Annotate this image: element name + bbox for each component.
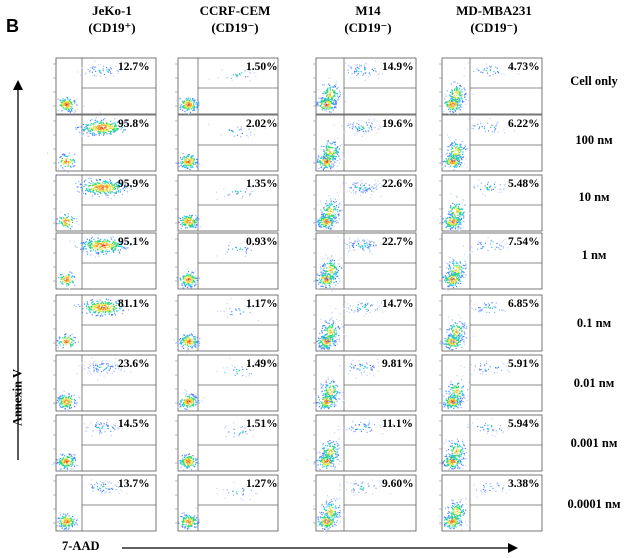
flow-plot-0-1: 95.8% [46,111,157,173]
flow-plot-2-2: 22.6% [313,174,417,232]
gate-percentage: 1.50% [246,61,278,73]
column-marker: (CD19⁻) [211,20,259,35]
gate-percentage: 22.7% [382,236,414,248]
flow-plot-0-3: 95.1% [53,232,157,290]
flow-plot-1-3: 0.93% [175,232,279,291]
gate-percentage: 1.51% [246,418,278,430]
gate-percentage: 23.6% [118,358,150,370]
flow-plot-2-0: 14.9% [313,57,417,115]
row-label-0-01nm: 0.01 nᴍ [573,376,615,390]
x-axis-label: 7-AAD [62,539,100,553]
flow-plot-3-2: 5.48% [437,174,543,232]
row-label-0-001nm: 0.001 nᴍ [570,436,618,450]
x-axis-arrowhead [508,543,518,553]
flow-plot-1-5: 1.49% [175,354,279,412]
gate-percentage: 95.8% [118,118,150,130]
gate-percentage: 5.48% [508,178,540,190]
gate-percentage: 2.02% [246,118,278,130]
column-header-m14: M14 (CD19⁻) [318,2,418,36]
column-name: CCRF-CEM [199,3,271,18]
flow-plot-1-2: 1.35% [175,174,279,232]
panel-letter: B [6,16,19,36]
flow-plot-3-4: 6.85% [439,294,543,352]
flow-plot-0-4: 81.1% [53,294,157,352]
flow-plot-2-1: 19.6% [313,114,417,173]
flow-plot-1-0: 1.50% [175,57,279,115]
flow-plot-2-4: 14.7% [313,294,417,352]
gate-percentage: 9.81% [382,358,414,370]
gate-percentage: 3.38% [508,478,540,490]
flow-plot-3-3: 7.54% [439,232,543,292]
gate-percentage: 11.1% [382,418,413,430]
gate-percentage: 4.73% [508,61,540,73]
row-label-0-0001nm: 0.0001 nᴍ [567,497,621,511]
column-name: M14 [355,3,381,18]
row-label-10nm: 10 nᴍ [578,190,610,204]
flow-plot-2-6: 11.1% [306,414,417,472]
column-header-jeko1: JeKo-1 (CD19⁺) [62,2,162,36]
column-name: JeKo-1 [92,3,132,18]
gate-percentage: 1.49% [246,358,278,370]
gate-percentage: 13.7% [118,478,150,490]
gate-percentage: 0.93% [246,236,278,248]
flow-plot-0-6: 14.5% [51,414,157,472]
flow-plot-3-6: 5.94% [439,414,543,472]
gate-percentage: 5.91% [508,358,540,370]
column-header-md-mba231: MD-MBA231 (CD19⁻) [444,2,544,36]
gate-percentage: 12.7% [118,61,150,73]
gate-percentage: 1.17% [246,298,278,310]
flow-plot-3-5: 5.91% [439,354,543,412]
flow-plot-0-7: 13.7% [53,474,157,533]
column-name: MD-MBA231 [456,3,532,18]
flow-plot-3-7: 3.38% [438,474,543,532]
gate-percentage: 14.9% [382,61,414,73]
gate-percentage: 95.1% [118,236,150,248]
row-label-1nm: 1 nᴍ [581,248,607,262]
flow-plot-0-2: 95.9% [53,174,157,232]
gate-percentage: 6.22% [508,118,540,130]
flow-plot-1-7: 1.27% [175,474,279,532]
gate-percentage: 22.6% [382,178,414,190]
gate-percentage: 19.6% [382,118,414,130]
gate-percentage: 95.9% [118,178,150,190]
gate-percentage: 5.94% [508,418,540,430]
flow-plot-0-0: 12.7% [53,57,157,117]
gate-percentage: 7.54% [508,236,540,248]
flow-plot-1-1: 2.02% [175,114,279,172]
gate-percentage: 1.35% [246,178,278,190]
y-axis-label: Annexin V [10,368,25,427]
flow-plot-0-5: 23.6% [53,354,157,412]
column-marker: (CD19⁻) [470,20,518,35]
gate-percentage: 9.60% [382,478,414,490]
flow-plot-1-4: 1.17% [173,294,279,353]
gate-percentage: 81.1% [118,298,150,310]
row-label-cell-only: Cell only [570,74,618,88]
y-axis-arrowhead [13,80,23,90]
flow-plot-2-3: 22.7% [313,232,417,292]
column-header-ccrf-cem: CCRF-CEM (CD19⁻) [185,2,285,36]
gate-percentage: 14.5% [118,418,150,430]
flow-plot-3-0: 4.73% [439,57,543,115]
column-marker: (CD19⁻) [344,20,392,35]
column-marker: (CD19⁺) [88,20,136,35]
gate-percentage: 6.85% [508,298,540,310]
row-label-0-1nm: 0.1 nᴍ [576,316,612,330]
gate-percentage: 1.27% [246,478,278,490]
flow-plot-2-5: 9.81% [313,354,417,412]
gate-percentage: 14.7% [382,298,414,310]
flow-plot-3-1: 6.22% [439,114,543,172]
flow-plot-1-6: 1.51% [175,414,279,472]
flow-plot-2-7: 9.60% [313,474,417,534]
row-label-100nm: 100 nᴍ [575,133,613,147]
